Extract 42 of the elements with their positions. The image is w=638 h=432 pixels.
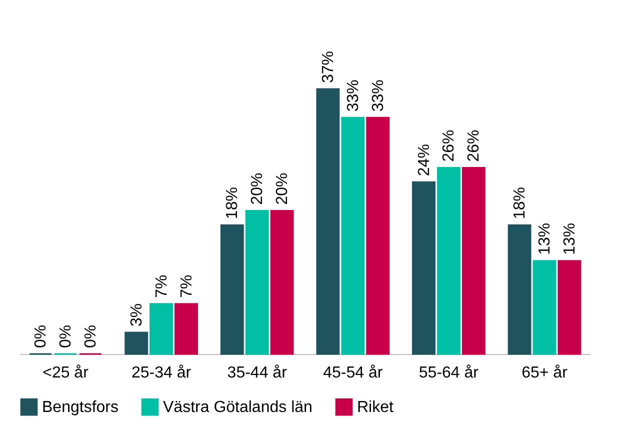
data-label: 0%	[32, 324, 50, 348]
data-label: 24%	[416, 144, 433, 176]
bar	[462, 167, 486, 355]
data-label: 13%	[561, 222, 578, 255]
bar	[341, 116, 365, 355]
bar	[366, 116, 390, 355]
bar	[220, 224, 244, 355]
bar	[174, 303, 198, 355]
bar	[245, 210, 269, 355]
data-label: 18%	[512, 187, 529, 220]
data-label: 37%	[320, 50, 337, 83]
data-label: 20%	[274, 172, 292, 205]
bar	[270, 210, 294, 355]
data-label: 7%	[153, 274, 170, 298]
bar	[150, 303, 174, 355]
data-label: 3%	[128, 303, 146, 327]
x-tick-label: 65+ år	[522, 364, 568, 382]
data-label: 18%	[224, 187, 242, 220]
bar	[436, 167, 460, 355]
legend-label: Västra Götalands län	[163, 399, 312, 416]
x-tick-label: 45-54 år	[323, 364, 384, 382]
data-label: 33%	[344, 80, 362, 112]
x-tick-label: 55-64 år	[418, 364, 480, 382]
data-label: 33%	[370, 80, 387, 112]
x-tick-label: 25-34 år	[132, 364, 192, 382]
data-label: 26%	[466, 130, 483, 162]
legend-label: Riket	[357, 399, 394, 416]
data-label: 13%	[536, 222, 554, 255]
bar	[508, 224, 532, 355]
bar	[532, 260, 556, 355]
bar	[316, 88, 340, 355]
legend-label: Bengtsfors	[42, 399, 118, 416]
bar	[412, 181, 436, 355]
data-label: 26%	[440, 130, 458, 162]
bar	[558, 260, 582, 355]
data-label: 0%	[82, 324, 100, 348]
data-label: 0%	[58, 324, 75, 348]
data-label: 20%	[249, 172, 266, 205]
bar	[124, 332, 148, 355]
x-tick-label: <25 år	[42, 364, 90, 382]
data-label: 7%	[178, 274, 196, 298]
x-tick-label: 35-44 år	[227, 364, 288, 382]
